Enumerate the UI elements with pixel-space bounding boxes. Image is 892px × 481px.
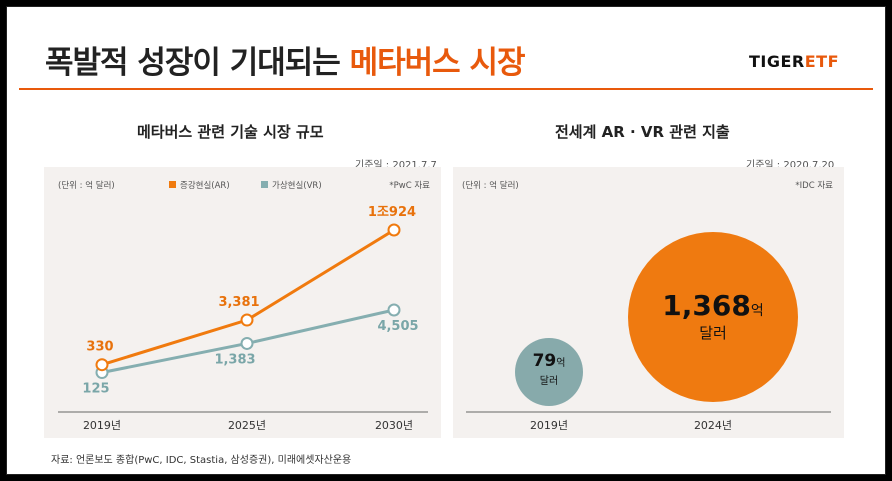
legend-swatch-vr <box>261 181 268 188</box>
footer-source: 자료: 언론보도 종합(PwC, IDC, Stastia, 삼성증권), 미래… <box>51 455 352 466</box>
data-point-vr <box>387 303 401 317</box>
legend-label-vr: 가상현실(VR) <box>272 180 322 191</box>
bubble-value-label: 79억 <box>533 351 566 371</box>
left-chart-base-date: 기준일 : 2021.7.7 <box>355 160 437 171</box>
left-chart-panel: (단위 : 억 달러) 증강현실(AR) 가상현실(VR) *PwC 자료 20… <box>44 167 441 438</box>
left-chart-subtitle: 메타버스 관련 기술 시장 규모 <box>137 123 324 141</box>
data-label-ar: 3,381 <box>218 295 259 310</box>
data-label-ar: 1조924 <box>368 205 416 220</box>
data-label-vr: 125 <box>82 382 109 397</box>
bubble-chart: (단위 : 억 달러) *IDC 자료 79억달러2019년1,368억달러20… <box>462 180 833 432</box>
x-tick-label: 2024년 <box>694 419 732 432</box>
data-point-ar <box>240 313 254 327</box>
x-tick-label: 2019년 <box>530 419 568 432</box>
title-prefix: 폭발적 성장이 기대되는 <box>45 45 350 81</box>
slide: 폭발적 성장이 기대되는 메타버스 시장 TIGERETF 메타버스 관련 기술… <box>6 6 886 475</box>
right-chart-base-date: 기준일 : 2020.7.20 <box>746 160 835 171</box>
page-title: 폭발적 성장이 기대되는 메타버스 시장 <box>45 37 525 82</box>
legend-swatch-ar <box>169 181 176 188</box>
bubble-currency-label: 달러 <box>540 375 558 387</box>
right-source-note: *IDC 자료 <box>795 181 833 191</box>
bubble-value-label: 1,368억 <box>662 289 763 322</box>
right-chart-subtitle: 전세계 AR · VR 관련 지출 <box>555 123 730 141</box>
line-chart: (단위 : 억 달러) 증강현실(AR) 가상현실(VR) *PwC 자료 20… <box>58 180 430 432</box>
x-tick-label: 2019년 <box>83 419 121 432</box>
x-tick-label: 2030년 <box>375 419 413 432</box>
left-source-note: *PwC 자료 <box>389 181 430 191</box>
data-point-ar <box>387 223 401 237</box>
right-unit-label: (단위 : 억 달러) <box>462 180 519 191</box>
x-tick-label: 2025년 <box>228 419 266 432</box>
tiger-etf-logo: TIGERETF <box>749 52 839 71</box>
logo-tiger-text: TIGER <box>748 52 805 71</box>
data-point-vr <box>240 336 254 350</box>
right-chart-panel: (단위 : 억 달러) *IDC 자료 79억 달러 2019년 1,368억 달러 20… <box>453 167 844 438</box>
title-highlight: 메타버스 시장 <box>349 45 526 81</box>
title-divider <box>19 88 873 90</box>
bubble <box>515 338 583 406</box>
logo-etf-text: ETF <box>804 52 839 71</box>
bubble <box>628 232 798 402</box>
data-label-ar: 330 <box>86 340 113 355</box>
data-point-ar <box>95 358 109 372</box>
legend-label-ar: 증강현실(AR) <box>180 180 230 191</box>
data-label-vr: 1,383 <box>214 352 255 367</box>
left-unit-label: (단위 : 억 달러) <box>58 180 115 191</box>
bubble-currency-label: 달러 <box>699 324 727 342</box>
data-label-vr: 4,505 <box>377 319 418 334</box>
